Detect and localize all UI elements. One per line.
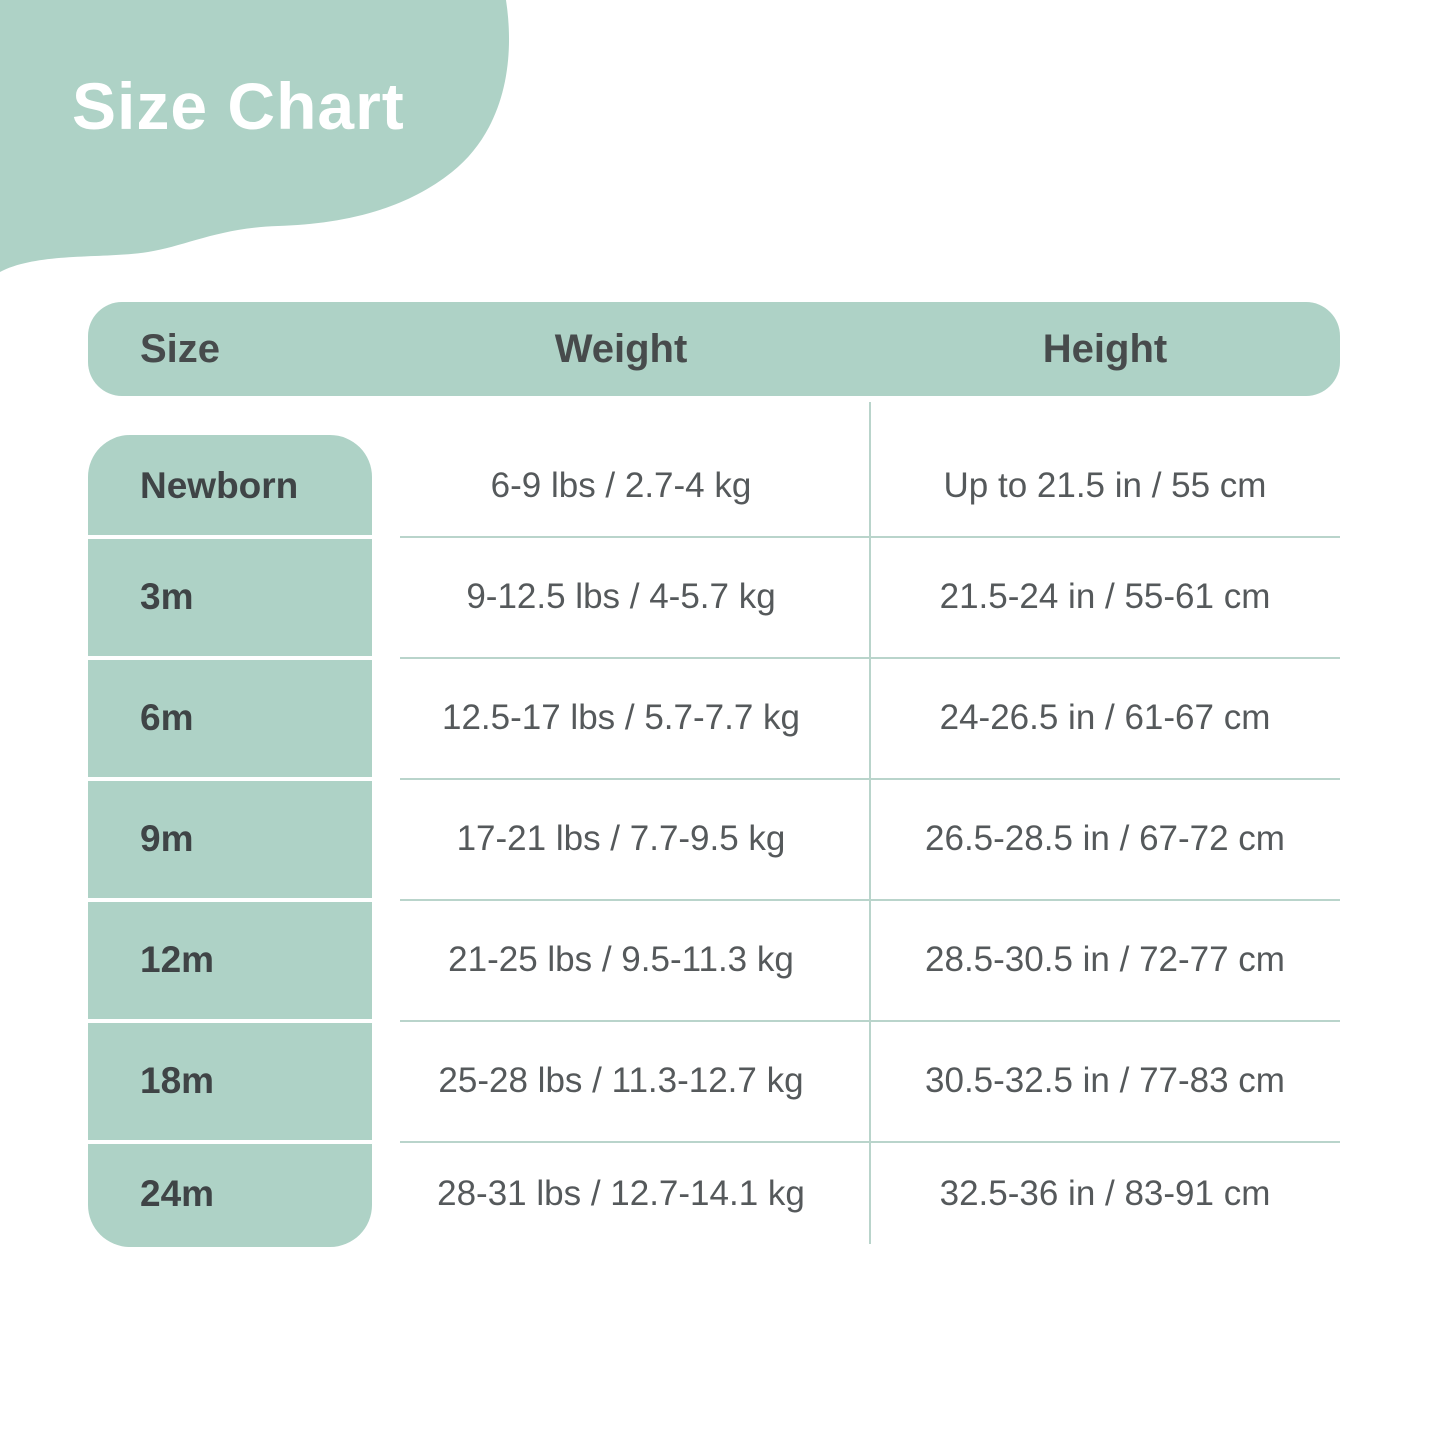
size-cell: 3m (140, 575, 194, 617)
row-separator (88, 898, 372, 902)
weight-cell: 6-9 lbs / 2.7-4 kg (490, 465, 752, 505)
column-header-size: Size (140, 326, 221, 371)
size-cell: 6m (140, 696, 194, 738)
row-separator (88, 777, 372, 781)
size-cell: Newborn (140, 464, 299, 506)
height-cell: 32.5-36 in / 83-91 cm (939, 1174, 1271, 1213)
weight-cell: 12.5-17 lbs / 5.7-7.7 kg (442, 697, 800, 737)
table-row: 18m 25-28 lbs / 11.3-12.7 kg 30.5-32.5 i… (88, 1020, 1340, 1141)
weight-cell: 21-25 lbs / 9.5-11.3 kg (448, 939, 794, 979)
size-cell: 24m (140, 1173, 215, 1214)
row-separator (400, 1141, 1340, 1143)
row-separator (400, 536, 1340, 538)
row-separator (88, 1019, 372, 1023)
size-cell: 9m (140, 817, 194, 859)
row-separator (88, 656, 372, 660)
size-cell: 12m (140, 938, 215, 980)
weight-cell: 9-12.5 lbs / 4-5.7 kg (466, 576, 776, 616)
table-row: 3m 9-12.5 lbs / 4-5.7 kg 21.5-24 in / 55… (88, 536, 1340, 657)
row-separator (400, 1020, 1340, 1022)
row-separator (400, 657, 1340, 659)
weight-cell: 28-31 lbs / 12.7-14.1 kg (437, 1174, 805, 1213)
height-cell: 24-26.5 in / 61-67 cm (939, 697, 1271, 737)
height-cell: 21.5-24 in / 55-61 cm (939, 576, 1271, 616)
table-row: 9m 17-21 lbs / 7.7-9.5 kg 26.5-28.5 in /… (88, 778, 1340, 899)
column-header-weight: Weight (554, 326, 688, 371)
row-separator (88, 1140, 372, 1144)
size-column-background (88, 435, 372, 1247)
column-divider (869, 402, 871, 1244)
table-row: Newborn 6-9 lbs / 2.7-4 kg Up to 21.5 in… (88, 435, 1340, 536)
page-title: Size Chart (72, 69, 405, 143)
row-separator (400, 899, 1340, 901)
size-cell: 18m (140, 1059, 215, 1101)
table-row: 12m 21-25 lbs / 9.5-11.3 kg 28.5-30.5 in… (88, 899, 1340, 1020)
weight-cell: 25-28 lbs / 11.3-12.7 kg (438, 1060, 804, 1100)
height-cell: 26.5-28.5 in / 67-72 cm (925, 818, 1285, 858)
table-row: 6m 12.5-17 lbs / 5.7-7.7 kg 24-26.5 in /… (88, 657, 1340, 778)
table-header: Size Weight Height (88, 302, 1340, 396)
height-cell: 30.5-32.5 in / 77-83 cm (925, 1060, 1285, 1100)
height-cell: Up to 21.5 in / 55 cm (943, 465, 1267, 505)
column-header-height: Height (1042, 326, 1168, 371)
row-separator (88, 535, 372, 539)
weight-cell: 17-21 lbs / 7.7-9.5 kg (456, 818, 786, 858)
decorative-blob (0, 0, 510, 272)
height-cell: 28.5-30.5 in / 72-77 cm (925, 939, 1285, 979)
table-body: Newborn 6-9 lbs / 2.7-4 kg Up to 21.5 in… (88, 435, 1340, 1247)
row-separator (400, 778, 1340, 780)
table-row: 24m 28-31 lbs / 12.7-14.1 kg 32.5-36 in … (88, 1141, 1340, 1247)
